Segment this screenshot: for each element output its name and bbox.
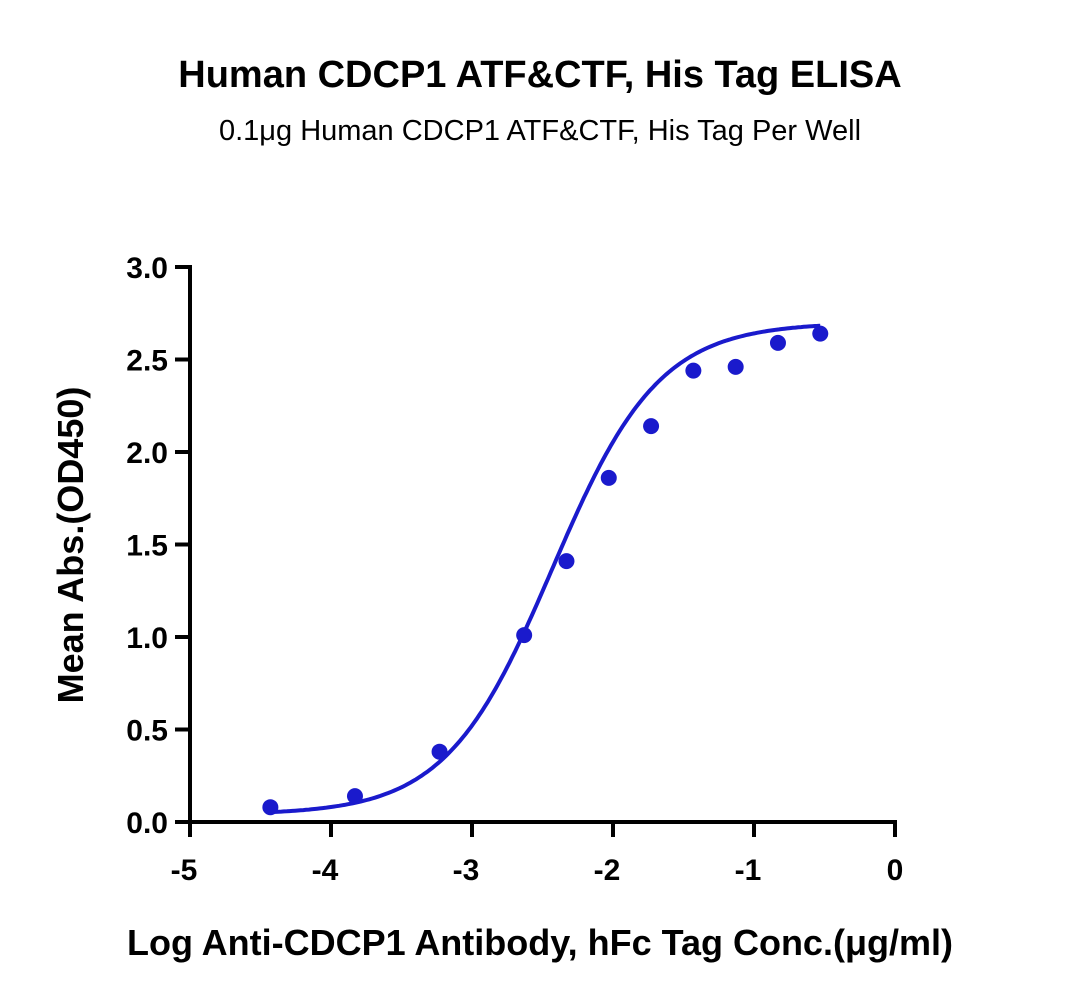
data-point: [600, 469, 617, 486]
y-axis-label: Mean Abs.(OD450): [50, 387, 91, 704]
fit-curve: [270, 323, 821, 815]
y-tick-label: 1.0: [126, 622, 168, 655]
x-tick-label: -1: [735, 854, 762, 887]
data-point: [431, 743, 448, 760]
x-tick-label: 0: [887, 854, 904, 887]
data-point: [727, 358, 744, 375]
y-tick-label: 1.5: [126, 530, 168, 563]
chart-title: Human CDCP1 ATF&CTF, His Tag ELISA: [178, 54, 901, 96]
y-tick-label: 0.0: [126, 807, 168, 840]
y-tick-label: 2.5: [126, 345, 168, 378]
x-tick-label: -4: [312, 854, 339, 887]
data-point: [346, 788, 363, 805]
y-tick-label: 3.0: [126, 252, 168, 285]
chart-ticks: 0.0 0.5 1.0 1.5 2.0 2.5 3.0 -5 -4 -3 -2 -1 0: [126, 252, 903, 887]
data-point: [643, 418, 660, 435]
data-point: [685, 362, 702, 379]
x-tick-label: -3: [453, 854, 480, 887]
y-tick-label: 2.0: [126, 437, 168, 470]
data-point: [769, 334, 786, 351]
x-tick-label: -5: [171, 854, 198, 887]
data-point: [812, 325, 829, 342]
x-axis-label: Log Anti-CDCP1 Antibody, hFc Tag Conc.(μ…: [127, 922, 953, 963]
chart-axes: [188, 265, 897, 824]
x-tick-label: -2: [594, 854, 621, 887]
y-tick-label: 0.5: [126, 715, 168, 748]
chart-subtitle: 0.1μg Human CDCP1 ATF&CTF, His Tag Per W…: [219, 115, 861, 147]
data-point: [558, 553, 575, 570]
chart-plot-area: [262, 323, 829, 816]
data-point: [516, 627, 533, 644]
data-point: [262, 799, 279, 816]
